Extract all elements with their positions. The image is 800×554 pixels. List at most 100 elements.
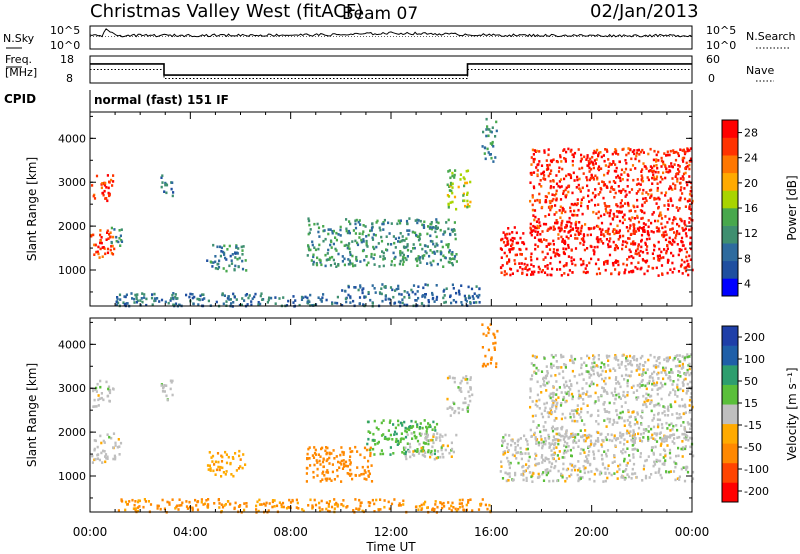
radar-cell [211, 265, 214, 268]
radar-cell [99, 233, 102, 237]
radar-cell [264, 504, 267, 507]
radar-cell [681, 455, 684, 458]
radar-cell [556, 248, 559, 252]
radar-cell [580, 237, 583, 241]
radar-cell [648, 379, 651, 383]
radar-cell [450, 509, 453, 512]
radar-cell [652, 176, 656, 179]
radar-cell [647, 265, 650, 268]
radar-cell [671, 177, 674, 180]
radar-cell [464, 204, 467, 208]
radar-cell [597, 414, 600, 417]
radar-cell [671, 413, 674, 416]
radar-cell [633, 205, 636, 209]
radar-cell [570, 468, 573, 472]
radar-cell [546, 164, 549, 167]
radar-cell [354, 445, 357, 449]
radar-cell [471, 509, 474, 512]
radar-cell [647, 219, 650, 222]
radar-cell [177, 508, 180, 511]
radar-cell [307, 217, 310, 220]
radar-cell [399, 421, 403, 425]
radar-cell [345, 229, 348, 233]
radar-cell [365, 242, 368, 245]
radar-cell [106, 231, 109, 234]
radar-cell [511, 231, 514, 234]
radar-cell [331, 230, 334, 233]
radar-cell [319, 463, 322, 466]
radar-cell [433, 250, 436, 254]
radar-cell [622, 240, 625, 243]
radar-cell [684, 232, 688, 235]
radar-cell [404, 435, 408, 439]
radar-cell [515, 451, 518, 455]
colorbar-tick-label: -200 [744, 485, 769, 498]
radar-cell [688, 254, 691, 258]
radar-cell [623, 457, 626, 461]
radar-cell [212, 261, 215, 264]
radar-cell [358, 236, 361, 239]
radar-cell [341, 289, 344, 292]
radar-cell [634, 418, 637, 421]
radar-cell [597, 151, 600, 155]
radar-cell [367, 437, 370, 441]
radar-cell [643, 211, 646, 215]
radar-cell [352, 229, 355, 232]
radar-cell [651, 176, 654, 180]
radar-cell [98, 458, 101, 462]
radar-cell [659, 473, 662, 477]
radar-cell [549, 396, 552, 400]
colorbar-swatch [722, 423, 738, 444]
radar-cell [117, 438, 120, 441]
radar-cell [235, 469, 238, 472]
radar-cell [649, 196, 652, 199]
radar-cell [399, 221, 402, 225]
radar-cell [682, 412, 685, 416]
radar-cell [623, 419, 626, 423]
radar-cell [437, 221, 440, 225]
radar-cell [616, 421, 619, 424]
radar-cell [344, 464, 347, 468]
radar-cell [532, 214, 535, 217]
radar-cell [565, 468, 568, 472]
radar-cell [552, 355, 555, 359]
radar-cell [307, 244, 310, 247]
radar-cell [548, 442, 551, 445]
radar-cell [220, 475, 223, 478]
radar-cell [550, 462, 554, 465]
radar-cell [633, 223, 636, 227]
radar-cell [596, 245, 599, 249]
radar-cell [668, 356, 671, 359]
radar-cell [555, 398, 558, 402]
radar-cell [176, 297, 179, 300]
radar-cell [632, 225, 635, 228]
radar-cell [333, 503, 337, 506]
radar-cell [506, 240, 509, 244]
radar-cell [641, 192, 644, 195]
radar-cell [143, 498, 146, 501]
radar-cell [351, 254, 354, 258]
radar-cell [675, 232, 678, 235]
radar-cell [569, 206, 572, 210]
radar-cell [371, 238, 375, 241]
radar-cell [420, 446, 423, 450]
radar-cell [481, 498, 484, 501]
radar-cell [660, 264, 664, 267]
radar-cell [636, 214, 639, 218]
radar-cell [657, 274, 660, 277]
radar-cell [691, 470, 695, 474]
radar-cell [561, 474, 564, 478]
radar-cell [401, 301, 404, 305]
radar-cell [478, 287, 481, 290]
radar-cell [586, 207, 589, 210]
radar-cell [608, 214, 611, 218]
radar-cell [241, 466, 244, 470]
radar-cell [354, 239, 357, 243]
radar-cell [596, 371, 599, 375]
radar-cell [543, 271, 547, 274]
radar-cell [491, 143, 494, 147]
radar-cell [427, 449, 430, 452]
radar-cell [195, 504, 198, 507]
radar-cell [552, 403, 555, 407]
radar-cell [433, 508, 436, 511]
